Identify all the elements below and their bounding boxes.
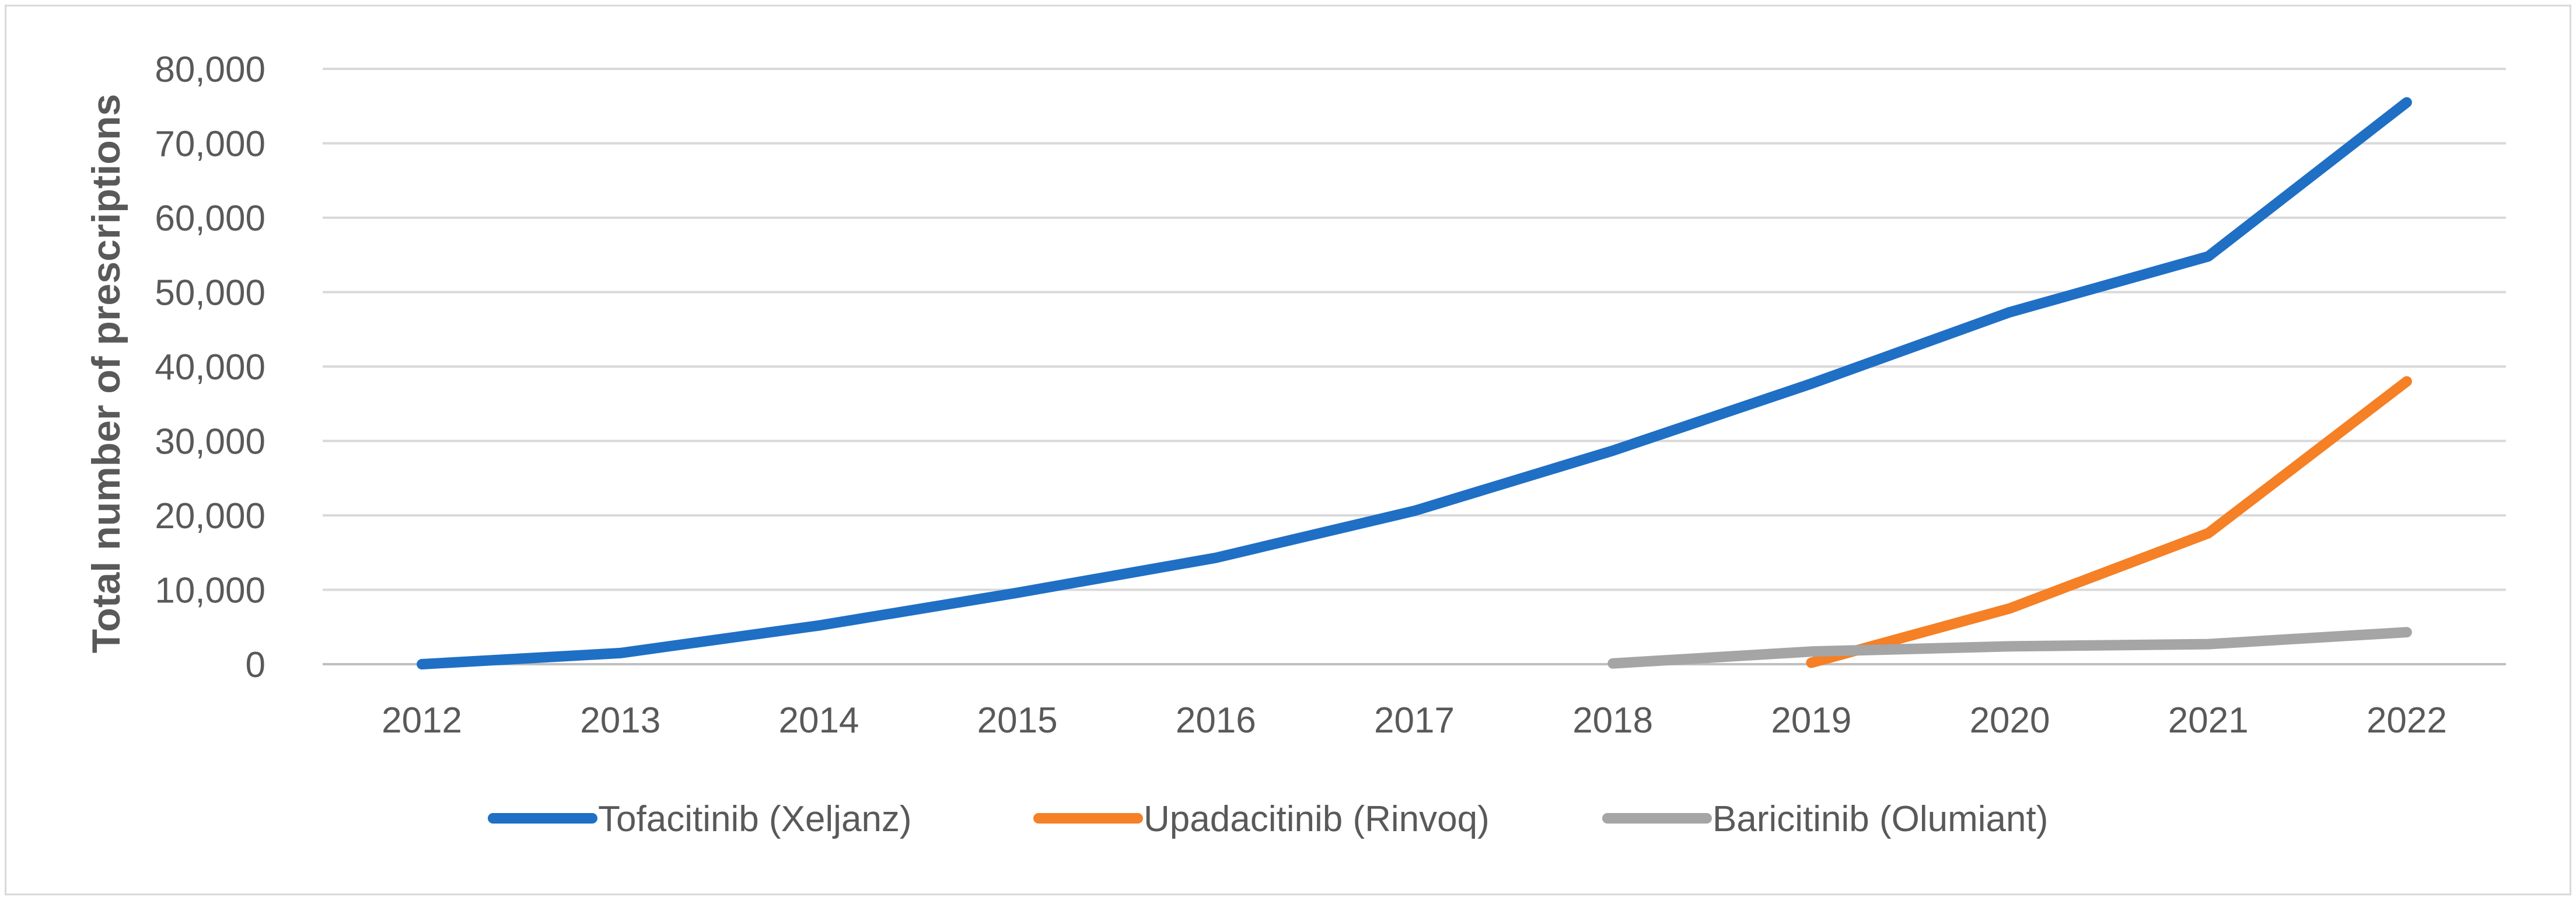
x-tick-label: 2014 — [778, 700, 859, 741]
legend-label: Baricitinib (Olumiant) — [1712, 799, 2048, 839]
x-tick-label: 2021 — [2168, 700, 2249, 741]
x-tick-label: 2015 — [977, 700, 1058, 741]
series-line-1 — [417, 97, 2412, 669]
x-tick-label: 2017 — [1374, 700, 1455, 741]
x-tick-label: 2020 — [1970, 700, 2050, 741]
x-tick-label: 2022 — [2367, 700, 2447, 741]
y-tick-label: 20,000 — [155, 496, 265, 536]
x-tick-label: 2016 — [1176, 700, 1256, 741]
series-line-3 — [1607, 627, 2412, 669]
chart-frame — [5, 5, 2571, 895]
x-tick-labels: 2012 2013 2014 2015 2016 2017 2018 2019 2020 2021… — [382, 700, 2447, 741]
gridlines — [323, 68, 2506, 665]
y-tick-label: 30,000 — [155, 422, 265, 462]
y-tick-label: 50,000 — [155, 273, 265, 313]
y-tick-label: 40,000 — [155, 347, 265, 388]
y-tick-label: 70,000 — [155, 124, 265, 165]
series-lines — [417, 97, 2412, 669]
y-tick-label: 10,000 — [155, 571, 265, 611]
y-tick-label: 60,000 — [155, 198, 265, 239]
x-tick-label: 2019 — [1771, 700, 1851, 741]
legend-label: Tofacitinib (Xeljanz) — [598, 799, 912, 839]
legend-label: Upadacitinib (Rinvoq) — [1144, 799, 1490, 839]
legend: Tofacitinib (Xeljanz) Upadacitinib (Rinvo… — [488, 799, 2048, 839]
y-axis-title: Total number of prescriptions — [84, 94, 128, 653]
y-tick-labels: 0 10,000 20,000 30,000 40,000 50,000 60,000 70,… — [155, 50, 265, 685]
y-tick-label: 80,000 — [155, 50, 265, 90]
x-tick-label: 2012 — [382, 700, 462, 741]
y-tick-label: 0 — [246, 645, 265, 685]
x-tick-label: 2018 — [1572, 700, 1653, 741]
series-line-2 — [1806, 376, 2412, 668]
x-tick-label: 2013 — [580, 700, 660, 741]
